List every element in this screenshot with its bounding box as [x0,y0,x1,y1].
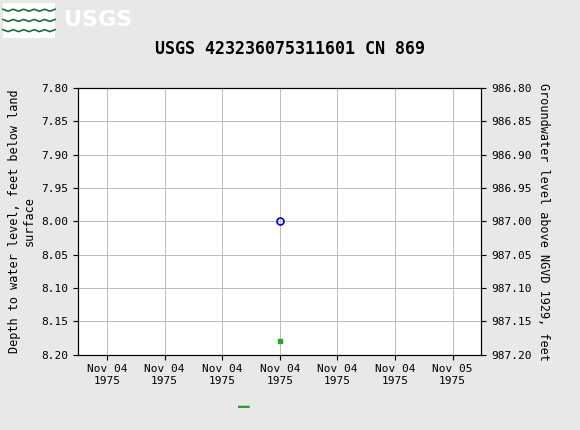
Y-axis label: Depth to water level, feet below land
surface: Depth to water level, feet below land su… [8,89,36,353]
Y-axis label: Groundwater level above NGVD 1929, feet: Groundwater level above NGVD 1929, feet [537,83,550,360]
Bar [3,3,55,37]
Text: USGS: USGS [64,10,132,31]
Text: USGS 423236075311601 CN 869: USGS 423236075311601 CN 869 [155,40,425,58]
Text: —: — [238,397,249,416]
